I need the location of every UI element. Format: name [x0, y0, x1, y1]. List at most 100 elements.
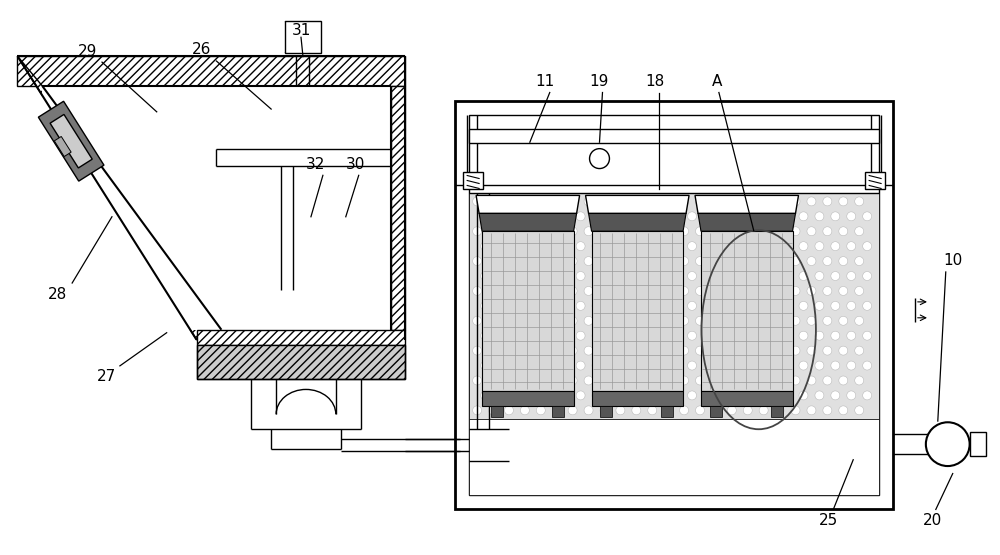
- Circle shape: [759, 197, 768, 206]
- Circle shape: [703, 331, 712, 340]
- Polygon shape: [600, 406, 612, 417]
- Circle shape: [823, 316, 832, 325]
- Circle shape: [711, 197, 720, 206]
- Circle shape: [703, 301, 712, 310]
- Circle shape: [520, 346, 529, 355]
- Circle shape: [799, 212, 808, 221]
- Circle shape: [632, 256, 641, 265]
- Circle shape: [680, 227, 689, 236]
- Circle shape: [592, 331, 601, 340]
- Bar: [455, 101, 893, 509]
- Circle shape: [544, 241, 553, 251]
- Circle shape: [807, 316, 816, 325]
- Circle shape: [481, 212, 490, 221]
- Circle shape: [711, 227, 720, 236]
- Circle shape: [719, 241, 728, 251]
- Polygon shape: [38, 101, 104, 181]
- Circle shape: [783, 331, 792, 340]
- Circle shape: [536, 346, 545, 355]
- Text: 31: 31: [291, 23, 311, 38]
- Circle shape: [592, 391, 601, 400]
- Circle shape: [855, 197, 864, 206]
- Circle shape: [831, 391, 840, 400]
- Circle shape: [504, 346, 513, 355]
- Circle shape: [497, 301, 505, 310]
- Circle shape: [616, 346, 625, 355]
- Circle shape: [855, 346, 864, 355]
- Circle shape: [743, 316, 752, 325]
- Text: 28: 28: [48, 286, 67, 301]
- Circle shape: [592, 361, 601, 370]
- Circle shape: [584, 256, 593, 265]
- Circle shape: [743, 227, 752, 236]
- Circle shape: [656, 271, 665, 280]
- Polygon shape: [701, 391, 793, 406]
- Circle shape: [839, 286, 848, 295]
- Circle shape: [680, 316, 689, 325]
- Circle shape: [703, 271, 712, 280]
- Circle shape: [592, 301, 601, 310]
- Circle shape: [512, 361, 521, 370]
- Circle shape: [473, 316, 482, 325]
- Circle shape: [632, 227, 641, 236]
- Circle shape: [568, 316, 577, 325]
- Text: 11: 11: [535, 74, 554, 89]
- Circle shape: [497, 271, 505, 280]
- Circle shape: [489, 286, 498, 295]
- Polygon shape: [592, 231, 683, 391]
- Circle shape: [497, 241, 505, 251]
- Polygon shape: [482, 391, 574, 406]
- Circle shape: [504, 286, 513, 295]
- Polygon shape: [17, 56, 221, 340]
- Polygon shape: [482, 231, 574, 391]
- Circle shape: [759, 406, 768, 415]
- Circle shape: [839, 346, 848, 355]
- Circle shape: [799, 361, 808, 370]
- Circle shape: [719, 271, 728, 280]
- Polygon shape: [586, 195, 689, 213]
- Circle shape: [616, 227, 625, 236]
- Circle shape: [775, 286, 784, 295]
- Circle shape: [632, 197, 641, 206]
- Bar: [970, 432, 986, 456]
- Circle shape: [831, 241, 840, 251]
- Circle shape: [783, 241, 792, 251]
- Circle shape: [489, 256, 498, 265]
- Circle shape: [751, 331, 760, 340]
- Circle shape: [775, 406, 784, 415]
- Circle shape: [791, 376, 800, 385]
- Circle shape: [552, 256, 561, 265]
- Circle shape: [743, 286, 752, 295]
- Circle shape: [807, 376, 816, 385]
- Circle shape: [584, 227, 593, 236]
- Circle shape: [696, 316, 704, 325]
- Polygon shape: [391, 86, 405, 330]
- Circle shape: [767, 331, 776, 340]
- Circle shape: [823, 346, 832, 355]
- Circle shape: [783, 361, 792, 370]
- Circle shape: [759, 316, 768, 325]
- Circle shape: [481, 271, 490, 280]
- Circle shape: [656, 301, 665, 310]
- Bar: [469, 419, 879, 495]
- Circle shape: [847, 331, 856, 340]
- Circle shape: [751, 212, 760, 221]
- Circle shape: [584, 197, 593, 206]
- Circle shape: [703, 391, 712, 400]
- Circle shape: [624, 301, 633, 310]
- Bar: [865, 171, 885, 189]
- Circle shape: [664, 406, 673, 415]
- Circle shape: [584, 286, 593, 295]
- Circle shape: [616, 376, 625, 385]
- Circle shape: [735, 241, 744, 251]
- Circle shape: [759, 286, 768, 295]
- Circle shape: [592, 241, 601, 251]
- Circle shape: [552, 197, 561, 206]
- Circle shape: [568, 286, 577, 295]
- Circle shape: [727, 376, 736, 385]
- Circle shape: [775, 227, 784, 236]
- Circle shape: [536, 256, 545, 265]
- Bar: [42, 86, 391, 330]
- Circle shape: [481, 331, 490, 340]
- Circle shape: [520, 316, 529, 325]
